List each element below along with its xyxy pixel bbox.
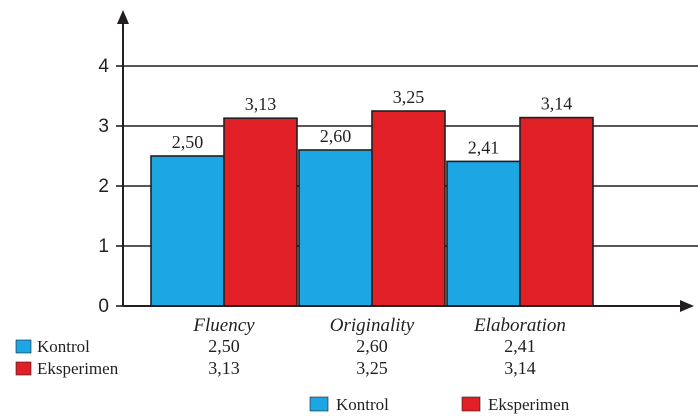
y-tick-label: 4: [98, 56, 109, 77]
category-label: Elaboration: [473, 315, 566, 336]
bar-kontrol-fluency: [150, 155, 225, 307]
table-row-label: Eksperimen: [37, 359, 119, 378]
data-label: 3,13: [245, 94, 277, 114]
legend: Kontrol Eksperimen: [309, 395, 570, 414]
table-cell: 2,50: [208, 336, 240, 356]
data-table: Kontrol 2,50 2,60 2,41 Eksperimen 3,13 3,25 3,1…: [15, 336, 536, 378]
table-swatch: [15, 361, 32, 376]
axes: [117, 10, 694, 312]
legend-label: Eksperimen: [488, 395, 570, 414]
data-labels: 2,50 2,60 2,41 3,13 3,25 3,14: [172, 87, 573, 157]
category-labels: Fluency Originality Elaboration: [192, 315, 566, 336]
data-label: 2,41: [468, 137, 500, 157]
y-tick-label: 0: [98, 296, 109, 317]
bars: [150, 110, 594, 307]
y-axis-arrow: [117, 10, 129, 24]
table-cell: 3,13: [208, 358, 240, 378]
bar-kontrol-elaboration: [446, 160, 521, 307]
table-swatch: [15, 339, 32, 354]
y-tick-label: 3: [98, 116, 109, 137]
bar-eksperimen-fluency: [223, 117, 298, 307]
table-cell: 3,25: [356, 358, 388, 378]
data-label: 2,60: [320, 126, 352, 146]
table-cell: 3,14: [504, 358, 536, 378]
legend-swatch: [461, 396, 481, 412]
y-tick-label: 1: [98, 236, 109, 257]
category-label: Fluency: [192, 315, 255, 336]
y-tick-label: 2: [98, 176, 109, 197]
x-axis-arrow: [680, 300, 694, 312]
bar-eksperimen-elaboration: [519, 116, 594, 307]
legend-label: Kontrol: [336, 395, 389, 414]
data-label: 3,25: [393, 87, 425, 107]
y-tick-labels: 0 1 2 3 4: [98, 56, 109, 317]
data-label: 2,50: [172, 132, 204, 152]
table-cell: 2,60: [356, 336, 388, 356]
bar-kontrol-originality: [298, 149, 373, 307]
data-label: 3,14: [541, 94, 573, 114]
bar-eksperimen-originality: [371, 110, 446, 307]
table-cell: 2,41: [504, 336, 536, 356]
legend-swatch: [309, 396, 329, 412]
category-label: Originality: [330, 315, 415, 336]
table-row-label: Kontrol: [37, 337, 90, 356]
